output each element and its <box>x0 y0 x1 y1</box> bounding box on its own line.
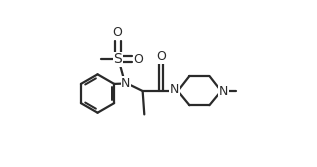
Text: N: N <box>219 85 228 98</box>
Text: S: S <box>113 52 122 66</box>
Text: N: N <box>170 83 179 96</box>
Text: O: O <box>113 26 123 39</box>
Text: N: N <box>121 77 131 90</box>
Text: O: O <box>133 53 143 66</box>
Text: O: O <box>156 50 166 63</box>
